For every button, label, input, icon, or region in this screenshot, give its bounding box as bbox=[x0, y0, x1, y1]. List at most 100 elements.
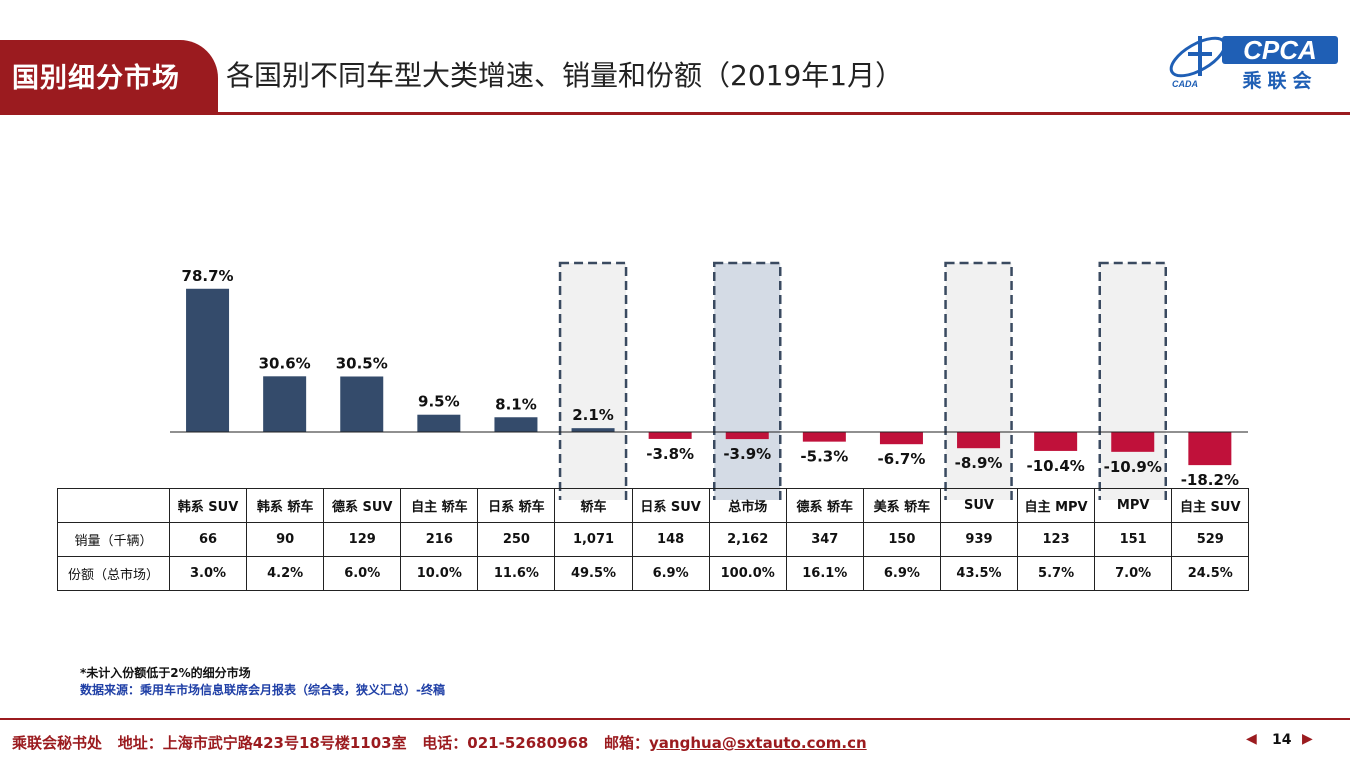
table-header-row: 韩系 SUV 韩系 轿车 德系 SUV 自主 轿车 日系 轿车 轿车 日系 SUV 总市场 德系… bbox=[57, 488, 1250, 523]
sales-share-table: 韩系 SUV 韩系 轿车 德系 SUV 自主 轿车 日系 轿车 轿车 日系 SUV 总市场 德系… bbox=[57, 488, 1250, 591]
data-label: 30.6% bbox=[259, 354, 311, 372]
value-cell: 347 bbox=[785, 522, 864, 557]
category-header-cell: 德系 SUV bbox=[323, 488, 402, 523]
bar bbox=[494, 417, 538, 432]
data-source: 数据来源：乘用车市场信息联席会月报表（综合表，狭义汇总）-终稿 bbox=[80, 683, 445, 697]
header-rule bbox=[0, 112, 1350, 115]
category-header-cell: 美系 轿车 bbox=[862, 488, 941, 523]
page-number: 14 bbox=[1272, 732, 1292, 748]
logo-mark-text: CPCA bbox=[1243, 35, 1317, 65]
cpca-logo: CADA CPCA 乘联会 bbox=[1169, 35, 1338, 92]
value-cell: 16.1% bbox=[785, 556, 864, 591]
bar bbox=[1111, 432, 1155, 452]
category-header-cell: SUV bbox=[939, 488, 1019, 523]
highlight-box bbox=[558, 261, 628, 500]
slide-title: 各国别不同车型大类增速、销量和份额（2019年1月） bbox=[226, 59, 904, 92]
value-cell: 129 bbox=[323, 522, 402, 557]
category-header-cell: 德系 轿车 bbox=[785, 488, 864, 523]
row-label-cell: 销量（千辆） bbox=[57, 522, 170, 557]
next-page-icon[interactable]: ▶ bbox=[1302, 731, 1313, 747]
value-cell: 66 bbox=[168, 522, 248, 557]
value-cell: 150 bbox=[862, 522, 941, 557]
table-row: 份额（总市场） 3.0% 4.2% 6.0% 10.0% 11.6% 49.5% 6.9% 10… bbox=[57, 556, 1250, 591]
data-label: 78.7% bbox=[182, 267, 234, 285]
category-header-cell: 日系 轿车 bbox=[477, 488, 556, 523]
table-row: 销量（千辆） 66 90 129 216 250 1,071 148 2,162 347 150 93… bbox=[57, 522, 1250, 557]
category-header-cell: 轿车 bbox=[554, 488, 633, 523]
value-cell: 939 bbox=[939, 522, 1019, 557]
bar bbox=[571, 428, 615, 432]
data-label: 9.5% bbox=[418, 393, 460, 411]
footer-address: 地址：上海市武宁路423号18号楼1103室 bbox=[117, 734, 407, 752]
logo-sub-text: 乘联会 bbox=[1241, 69, 1317, 92]
data-label: -3.8% bbox=[646, 445, 694, 463]
footer-email-link[interactable]: yanghua@sxtauto.com.cn bbox=[649, 734, 867, 752]
value-cell: 10.0% bbox=[400, 556, 479, 591]
footer-rule bbox=[0, 718, 1350, 720]
value-cell: 250 bbox=[477, 522, 556, 557]
slide-header: 国别细分市场 各国别不同车型大类增速、销量和份额（2019年1月） CADA C… bbox=[0, 0, 1350, 115]
footnote: *未计入份额低于2%的细分市场 bbox=[80, 666, 251, 680]
value-cell: 3.0% bbox=[168, 556, 248, 591]
value-cell: 529 bbox=[1171, 522, 1250, 557]
pager: ◀ 14 ▶ bbox=[1246, 731, 1316, 751]
logo-small-text: CADA bbox=[1172, 79, 1198, 89]
row-label-cell: 份额（总市场） bbox=[57, 556, 170, 591]
highlight-box bbox=[713, 261, 782, 500]
bar bbox=[1034, 432, 1078, 451]
bar bbox=[802, 432, 846, 442]
highlight-box bbox=[944, 261, 1013, 500]
data-label: -3.9% bbox=[723, 445, 771, 463]
bar bbox=[1188, 432, 1232, 466]
bar bbox=[725, 432, 769, 440]
value-cell: 5.7% bbox=[1017, 556, 1096, 591]
value-cell: 100.0% bbox=[708, 556, 787, 591]
data-label: -8.9% bbox=[955, 454, 1003, 472]
value-cell: 1,071 bbox=[554, 522, 633, 557]
value-cell: 6.9% bbox=[862, 556, 941, 591]
value-cell: 148 bbox=[631, 522, 710, 557]
category-header-cell: 韩系 SUV bbox=[168, 488, 248, 523]
value-cell: 6.0% bbox=[323, 556, 402, 591]
data-label: -10.9% bbox=[1104, 458, 1162, 476]
logo-mark-box bbox=[1222, 36, 1338, 64]
value-cell: 6.9% bbox=[631, 556, 710, 591]
bar bbox=[648, 432, 692, 439]
category-header-cell: MPV bbox=[1094, 488, 1173, 523]
bar bbox=[186, 288, 230, 432]
value-cell: 4.2% bbox=[246, 556, 325, 591]
logo-stem-icon bbox=[1188, 36, 1212, 76]
data-label: -18.2% bbox=[1181, 471, 1239, 489]
category-header-cell: 自主 MPV bbox=[1017, 488, 1096, 523]
data-label: 30.5% bbox=[336, 354, 388, 372]
highlight-box bbox=[1098, 261, 1167, 500]
category-header-cell: 韩系 轿车 bbox=[246, 488, 325, 523]
category-header-cell: 自主 SUV bbox=[1171, 488, 1250, 523]
data-label: 8.1% bbox=[495, 395, 537, 413]
footer-info: 乘联会秘书处 地址：上海市武宁路423号18号楼1103室 电话：021-526… bbox=[12, 732, 867, 753]
value-cell: 123 bbox=[1017, 522, 1096, 557]
value-cell: 11.6% bbox=[477, 556, 556, 591]
bar bbox=[417, 414, 461, 432]
bar bbox=[340, 376, 384, 432]
value-cell: 43.5% bbox=[939, 556, 1019, 591]
value-cell: 90 bbox=[246, 522, 325, 557]
footer-phone: 电话：021-52680968 bbox=[422, 734, 589, 752]
value-cell: 216 bbox=[400, 522, 479, 557]
bar bbox=[879, 432, 923, 445]
value-cell: 2,162 bbox=[708, 522, 787, 557]
value-cell: 49.5% bbox=[554, 556, 633, 591]
category-header-cell: 自主 轿车 bbox=[400, 488, 479, 523]
data-label: -10.4% bbox=[1027, 457, 1085, 475]
bar bbox=[957, 432, 1001, 449]
footer-org: 乘联会秘书处 bbox=[12, 734, 103, 752]
prev-page-icon[interactable]: ◀ bbox=[1246, 731, 1257, 747]
footer-email-label: 邮箱： bbox=[604, 734, 650, 752]
value-cell: 24.5% bbox=[1171, 556, 1250, 591]
table-corner-cell bbox=[57, 488, 170, 523]
value-cell: 7.0% bbox=[1094, 556, 1173, 591]
data-label: -5.3% bbox=[800, 448, 848, 466]
bar bbox=[263, 376, 307, 432]
data-label: 2.1% bbox=[572, 406, 614, 424]
category-header-cell: 日系 SUV bbox=[631, 488, 710, 523]
